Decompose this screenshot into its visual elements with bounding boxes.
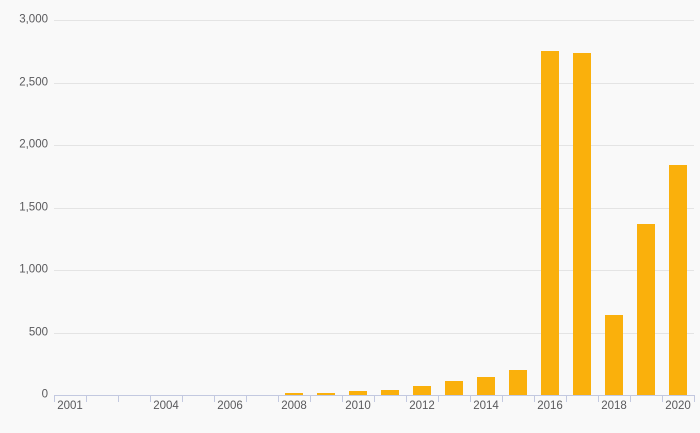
bar[interactable] bbox=[445, 381, 463, 395]
bar[interactable] bbox=[285, 392, 303, 395]
y-axis: 0 500 1,000 1,500 2,000 2,500 3,000 bbox=[0, 0, 48, 433]
gridline bbox=[54, 20, 694, 21]
bar[interactable] bbox=[477, 376, 495, 395]
y-axis-tick-label: 2,000 bbox=[19, 138, 48, 151]
y-axis-tick-label: 1,000 bbox=[19, 263, 48, 276]
x-axis-tick bbox=[86, 395, 87, 402]
x-axis-tick bbox=[214, 395, 215, 402]
x-axis-tick bbox=[118, 395, 119, 402]
x-axis-tick bbox=[534, 395, 535, 402]
x-axis-tick bbox=[598, 395, 599, 402]
x-axis-tick bbox=[150, 395, 151, 402]
x-axis-tick bbox=[566, 395, 567, 402]
bar[interactable] bbox=[605, 315, 623, 395]
x-axis-tick-label: 2014 bbox=[473, 400, 499, 412]
x-axis-tick bbox=[182, 395, 183, 402]
gridline bbox=[54, 270, 694, 271]
x-axis-tick bbox=[502, 395, 503, 402]
bar[interactable] bbox=[349, 391, 367, 395]
y-axis-tick-label: 1,500 bbox=[19, 200, 48, 213]
bar[interactable] bbox=[413, 386, 431, 395]
bar[interactable] bbox=[317, 392, 335, 395]
bar[interactable] bbox=[573, 52, 591, 395]
x-axis-tick bbox=[342, 395, 343, 402]
x-axis-tick bbox=[278, 395, 279, 402]
x-axis-tick-label: 2012 bbox=[409, 400, 435, 412]
x-axis-tick-label: 2006 bbox=[217, 400, 243, 412]
x-axis-tick-label: 2008 bbox=[281, 400, 307, 412]
x-axis-tick-label: 2016 bbox=[537, 400, 563, 412]
x-axis-tick bbox=[310, 395, 311, 402]
bar[interactable] bbox=[669, 165, 687, 395]
x-axis-tick bbox=[406, 395, 407, 402]
gridline bbox=[54, 82, 694, 84]
x-axis-tick-label: 2018 bbox=[601, 400, 627, 412]
y-axis-tick-label: 500 bbox=[28, 325, 48, 338]
x-axis-tick bbox=[662, 395, 663, 402]
x-axis-tick-label: 2010 bbox=[345, 400, 371, 412]
bar[interactable] bbox=[509, 370, 527, 395]
y-axis-tick-label: 3,000 bbox=[19, 13, 48, 26]
x-axis-tick bbox=[54, 395, 55, 402]
plot-area bbox=[54, 20, 694, 395]
x-axis-tick bbox=[438, 395, 439, 402]
bar[interactable] bbox=[381, 390, 399, 395]
gridline bbox=[54, 207, 694, 209]
bars-layer bbox=[54, 20, 694, 395]
x-axis-tick bbox=[246, 395, 247, 402]
x-axis-tick bbox=[470, 395, 471, 402]
x-axis-tick-label: 2004 bbox=[153, 400, 179, 412]
gridline bbox=[54, 332, 694, 334]
x-axis-tick-label: 2020 bbox=[665, 400, 691, 412]
x-axis-tick-label: 2001 bbox=[57, 400, 83, 412]
x-axis-tick bbox=[630, 395, 631, 402]
x-axis-tick bbox=[374, 395, 375, 402]
y-axis-tick-label: 0 bbox=[41, 388, 48, 401]
x-axis-tick bbox=[694, 395, 695, 402]
gridline bbox=[54, 145, 694, 146]
bar[interactable] bbox=[541, 51, 559, 395]
bar[interactable] bbox=[637, 223, 655, 395]
y-axis-tick-label: 2,500 bbox=[19, 75, 48, 88]
